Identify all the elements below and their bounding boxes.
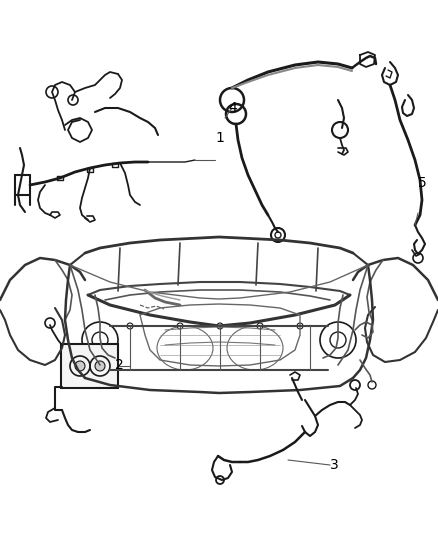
FancyBboxPatch shape: [61, 344, 118, 388]
Circle shape: [95, 361, 105, 371]
Circle shape: [75, 361, 85, 371]
Text: 3: 3: [330, 458, 339, 472]
Text: 2: 2: [115, 358, 124, 372]
Text: 5: 5: [418, 176, 427, 190]
Text: 1: 1: [215, 131, 224, 145]
Text: 4: 4: [228, 101, 237, 115]
